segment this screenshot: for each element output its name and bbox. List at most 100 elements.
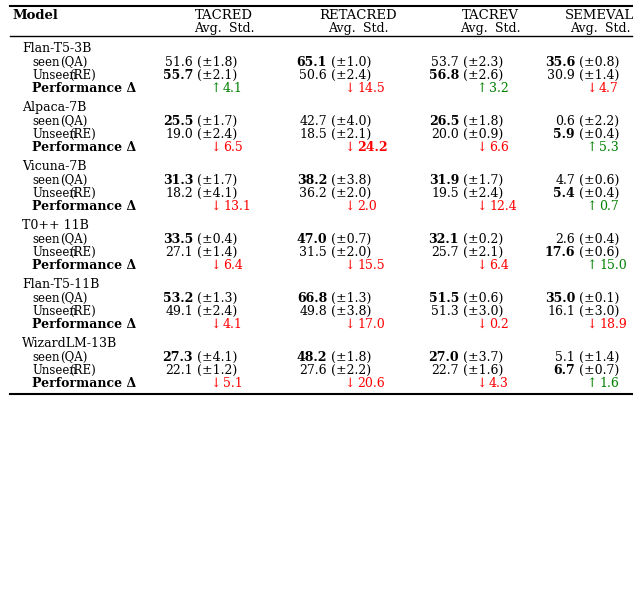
Text: 4.1: 4.1 <box>223 318 243 331</box>
Text: ↓: ↓ <box>477 377 487 390</box>
Text: (±2.1): (±2.1) <box>331 128 371 141</box>
Text: Performance Δ: Performance Δ <box>32 200 136 213</box>
Text: (±3.8): (±3.8) <box>331 174 371 187</box>
Text: ↓: ↓ <box>344 377 355 390</box>
Text: Flan-T5-3B: Flan-T5-3B <box>22 42 92 55</box>
Text: (RE): (RE) <box>69 364 96 377</box>
Text: 49.1: 49.1 <box>165 305 193 318</box>
Text: (QA): (QA) <box>60 115 88 128</box>
Text: 27.6: 27.6 <box>300 364 327 377</box>
Text: Performance Δ: Performance Δ <box>32 141 136 154</box>
Text: (±1.7): (±1.7) <box>463 174 503 187</box>
Text: 53.2: 53.2 <box>163 292 193 305</box>
Text: 19.5: 19.5 <box>431 187 459 200</box>
Text: (±2.6): (±2.6) <box>463 69 503 82</box>
Text: (±0.4): (±0.4) <box>579 233 620 246</box>
Text: 2.0: 2.0 <box>357 200 377 213</box>
Text: 27.1: 27.1 <box>165 246 193 259</box>
Text: 0.6: 0.6 <box>555 115 575 128</box>
Text: (±2.1): (±2.1) <box>197 69 237 82</box>
Text: (±0.8): (±0.8) <box>579 56 620 69</box>
Text: 5.1: 5.1 <box>223 377 243 390</box>
Text: (±0.4): (±0.4) <box>579 128 620 141</box>
Text: 25.5: 25.5 <box>163 115 193 128</box>
Text: (±1.6): (±1.6) <box>463 364 504 377</box>
Text: 38.2: 38.2 <box>296 174 327 187</box>
Text: (±2.0): (±2.0) <box>331 246 371 259</box>
Text: 65.1: 65.1 <box>296 56 327 69</box>
Text: 53.7: 53.7 <box>431 56 459 69</box>
Text: Std.: Std. <box>495 22 521 35</box>
Text: (±0.4): (±0.4) <box>579 187 620 200</box>
Text: 66.8: 66.8 <box>297 292 327 305</box>
Text: Avg.: Avg. <box>570 22 598 35</box>
Text: (±4.1): (±4.1) <box>197 187 237 200</box>
Text: (QA): (QA) <box>60 351 88 364</box>
Text: (RE): (RE) <box>69 128 96 141</box>
Text: RETACRED: RETACRED <box>319 9 397 22</box>
Text: 22.7: 22.7 <box>431 364 459 377</box>
Text: ↑: ↑ <box>586 259 597 272</box>
Text: 6.5: 6.5 <box>223 141 243 154</box>
Text: (±4.0): (±4.0) <box>331 115 371 128</box>
Text: (±2.0): (±2.0) <box>331 187 371 200</box>
Text: (QA): (QA) <box>60 174 88 187</box>
Text: ↓: ↓ <box>477 259 487 272</box>
Text: (±0.6): (±0.6) <box>579 174 620 187</box>
Text: (QA): (QA) <box>60 56 88 69</box>
Text: (±1.8): (±1.8) <box>331 351 371 364</box>
Text: TACREV: TACREV <box>461 9 518 22</box>
Text: (±1.4): (±1.4) <box>197 246 237 259</box>
Text: 31.9: 31.9 <box>429 174 459 187</box>
Text: 5.9: 5.9 <box>554 128 575 141</box>
Text: ↓: ↓ <box>211 259 221 272</box>
Text: (±2.4): (±2.4) <box>197 128 237 141</box>
Text: 49.8: 49.8 <box>300 305 327 318</box>
Text: Avg.: Avg. <box>194 22 222 35</box>
Text: 48.2: 48.2 <box>296 351 327 364</box>
Text: ↓: ↓ <box>344 82 355 95</box>
Text: Vicuna-7B: Vicuna-7B <box>22 160 86 173</box>
Text: 51.3: 51.3 <box>431 305 459 318</box>
Text: WizardLM-13B: WizardLM-13B <box>22 337 117 350</box>
Text: ↑: ↑ <box>211 82 221 95</box>
Text: 50.6: 50.6 <box>300 69 327 82</box>
Text: Performance Δ: Performance Δ <box>32 82 136 95</box>
Text: seen: seen <box>32 292 60 305</box>
Text: 18.9: 18.9 <box>599 318 627 331</box>
Text: Performance Δ: Performance Δ <box>32 377 136 390</box>
Text: (±3.7): (±3.7) <box>463 351 503 364</box>
Text: ↓: ↓ <box>344 141 355 154</box>
Text: 25.7: 25.7 <box>431 246 459 259</box>
Text: ↓: ↓ <box>477 318 487 331</box>
Text: (±2.4): (±2.4) <box>331 69 371 82</box>
Text: 32.1: 32.1 <box>429 233 459 246</box>
Text: (±0.7): (±0.7) <box>579 364 620 377</box>
Text: 15.5: 15.5 <box>357 259 385 272</box>
Text: (±1.7): (±1.7) <box>197 174 237 187</box>
Text: ↓: ↓ <box>477 200 487 213</box>
Text: (±2.4): (±2.4) <box>197 305 237 318</box>
Text: 6.6: 6.6 <box>489 141 509 154</box>
Text: Std.: Std. <box>605 22 631 35</box>
Text: 15.0: 15.0 <box>599 259 627 272</box>
Text: 5.3: 5.3 <box>599 141 619 154</box>
Text: 0.2: 0.2 <box>489 318 509 331</box>
Text: ↑: ↑ <box>477 82 487 95</box>
Text: 4.1: 4.1 <box>223 82 243 95</box>
Text: (QA): (QA) <box>60 292 88 305</box>
Text: (±2.1): (±2.1) <box>463 246 503 259</box>
Text: 0.7: 0.7 <box>599 200 619 213</box>
Text: ↑: ↑ <box>586 377 597 390</box>
Text: 19.0: 19.0 <box>165 128 193 141</box>
Text: (±3.0): (±3.0) <box>579 305 620 318</box>
Text: 20.6: 20.6 <box>357 377 385 390</box>
Text: 4.7: 4.7 <box>599 82 619 95</box>
Text: ↓: ↓ <box>211 377 221 390</box>
Text: 4.7: 4.7 <box>556 174 575 187</box>
Text: (±1.7): (±1.7) <box>197 115 237 128</box>
Text: 36.2: 36.2 <box>300 187 327 200</box>
Text: Unseen: Unseen <box>32 128 77 141</box>
Text: ↓: ↓ <box>211 141 221 154</box>
Text: seen: seen <box>32 233 60 246</box>
